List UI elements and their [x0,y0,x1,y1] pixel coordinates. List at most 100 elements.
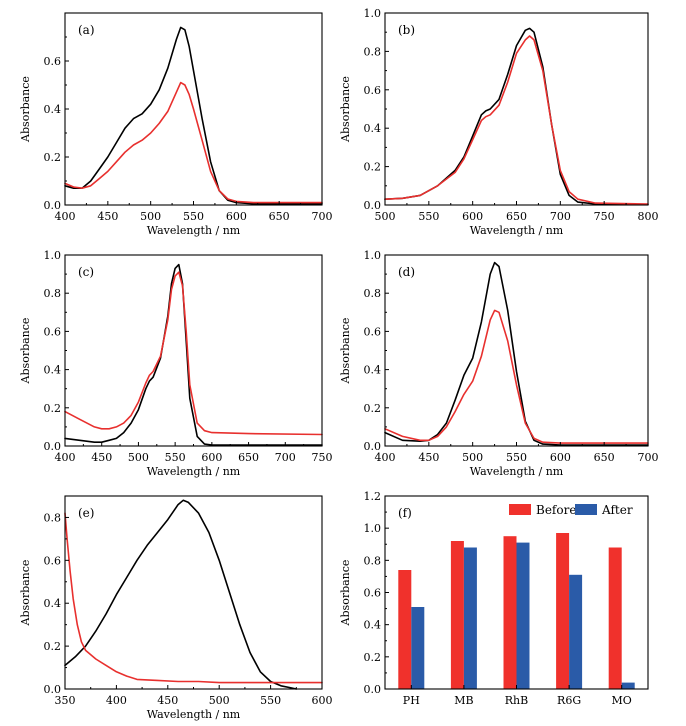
bar-before-r6g [556,533,570,689]
y-tick-label: 0.2 [364,161,382,174]
x-tick-label: 400 [55,210,76,223]
bar-after-r6g [569,574,583,689]
x-tick-label: 550 [183,210,204,223]
panel-label: (d) [398,265,415,279]
y-tick-label: 0.6 [44,55,62,68]
x-tick-label: 500 [375,210,396,223]
y-tick-label: 0.8 [364,554,382,567]
x-tick-label: 450 [91,451,112,464]
bar-after-mo [621,682,635,689]
x-axis-label: Wavelength / nm [470,465,564,478]
panel-d: 400 450 500 550 600 650 700 Wavelength / nm 0.0 0… [339,249,659,478]
y-tick-label: 0.0 [364,440,382,453]
x-tick-label: MB [454,694,473,707]
series-line-red-a [64,81,323,204]
x-tick-label: 650 [238,451,259,464]
y-tick-label: 0.4 [44,103,62,116]
series-line-red-c [64,271,323,436]
panel-label: (c) [78,265,94,279]
x-tick-label: 450 [97,210,118,223]
x-tick-label: 600 [226,210,247,223]
y-tick-label: 1.0 [44,249,62,262]
y-tick-label: 0.0 [364,199,382,212]
x-tick-label: 600 [201,451,222,464]
y-tick-label: 1.2 [364,490,382,503]
bar-before-mb [450,541,464,689]
y-tick-label: 1.0 [364,249,382,262]
x-tick-label: 400 [375,451,396,464]
x-tick-label: 700 [638,451,659,464]
x-axis-label: Wavelength / nm [147,465,241,478]
x-tick-label: 750 [312,451,333,464]
series-line-black-a [64,26,323,205]
x-tick-label: 500 [128,451,149,464]
bar-before-mo [608,547,622,689]
y-tick-label: 0.4 [44,364,62,377]
series-line-black-c [64,263,323,446]
series-line-black-e [64,499,298,690]
bar-after-rhb [516,542,530,689]
x-tick-label: RhB [505,694,528,707]
x-tick-label: 550 [165,451,186,464]
panel-label: (b) [398,23,415,37]
series-line-black-d [384,261,649,446]
y-tick-label: 0.6 [44,325,62,338]
y-tick-label: 0.2 [364,402,382,415]
panel-f: PH MB RhB R6G MO Before After 0.0 0.2 0.4 0.6 0.8 1.… [339,490,649,707]
y-tick-label: 0.4 [364,364,382,377]
y-tick-label: 0.0 [44,440,62,453]
x-tick-label: 650 [594,451,615,464]
panel-b: 500 550 600 650 700 750 800 Wavelength / nm 0.0 0… [339,7,659,237]
x-tick-label: 650 [506,210,527,223]
legend-swatch-before [509,504,531,515]
y-tick-label: 0.4 [364,122,382,135]
y-tick-label: 0.8 [44,511,62,524]
x-axis-label: Wavelength / nm [147,224,241,237]
x-tick-label: 550 [260,694,281,707]
plot-frame [384,12,649,206]
y-tick-label: 0.8 [364,287,382,300]
plot-frame [64,495,323,690]
y-tick-label: 0.2 [44,640,62,653]
panel-c: 400 450 500 550 600 650 700 750 Wavelength / nm 0… [19,249,333,478]
legend-label-after: After [601,503,633,517]
y-axis-label: Absorbance [339,318,352,385]
y-tick-label: 0.0 [364,683,382,696]
y-tick-label: 0.6 [364,325,382,338]
series-line-black-b [384,27,649,206]
x-tick-label: R6G [557,694,581,707]
y-tick-label: 0.8 [364,45,382,58]
x-tick-label: 700 [550,210,571,223]
y-tick-label: 1.0 [364,7,382,20]
x-tick-label: 600 [312,694,333,707]
panel-e: 350 400 450 500 550 600 Wavelength / nm 0.0 0.2 0… [19,495,333,721]
y-tick-label: 0.6 [44,554,62,567]
x-tick-label: 550 [418,210,439,223]
y-axis-label: Absorbance [19,318,32,385]
x-tick-label: 700 [312,210,333,223]
x-tick-label: 650 [269,210,290,223]
x-tick-label: 450 [157,694,178,707]
x-tick-label: 500 [140,210,161,223]
x-axis-label: Wavelength / nm [147,708,241,721]
x-tick-label: PH [403,694,420,707]
y-tick-label: 0.4 [44,597,62,610]
panel-label: (f) [398,506,412,520]
y-tick-label: 0.8 [44,287,62,300]
y-tick-label: 0.2 [44,151,62,164]
x-axis-label: Wavelength / nm [470,224,564,237]
bar-before-rhb [503,536,517,689]
y-tick-label: 0.0 [44,199,62,212]
bar-after-mb [463,547,477,689]
x-tick-label: 550 [506,451,527,464]
y-axis-label: Absorbance [19,560,32,627]
x-tick-label: 800 [638,210,659,223]
x-tick-label: 400 [55,451,76,464]
plot-frame [384,254,649,447]
x-tick-label: 600 [462,210,483,223]
y-tick-label: 1.0 [364,522,382,535]
y-tick-label: 0.4 [364,619,382,632]
y-tick-label: 0.6 [364,587,382,600]
y-axis-label: Absorbance [339,76,352,143]
